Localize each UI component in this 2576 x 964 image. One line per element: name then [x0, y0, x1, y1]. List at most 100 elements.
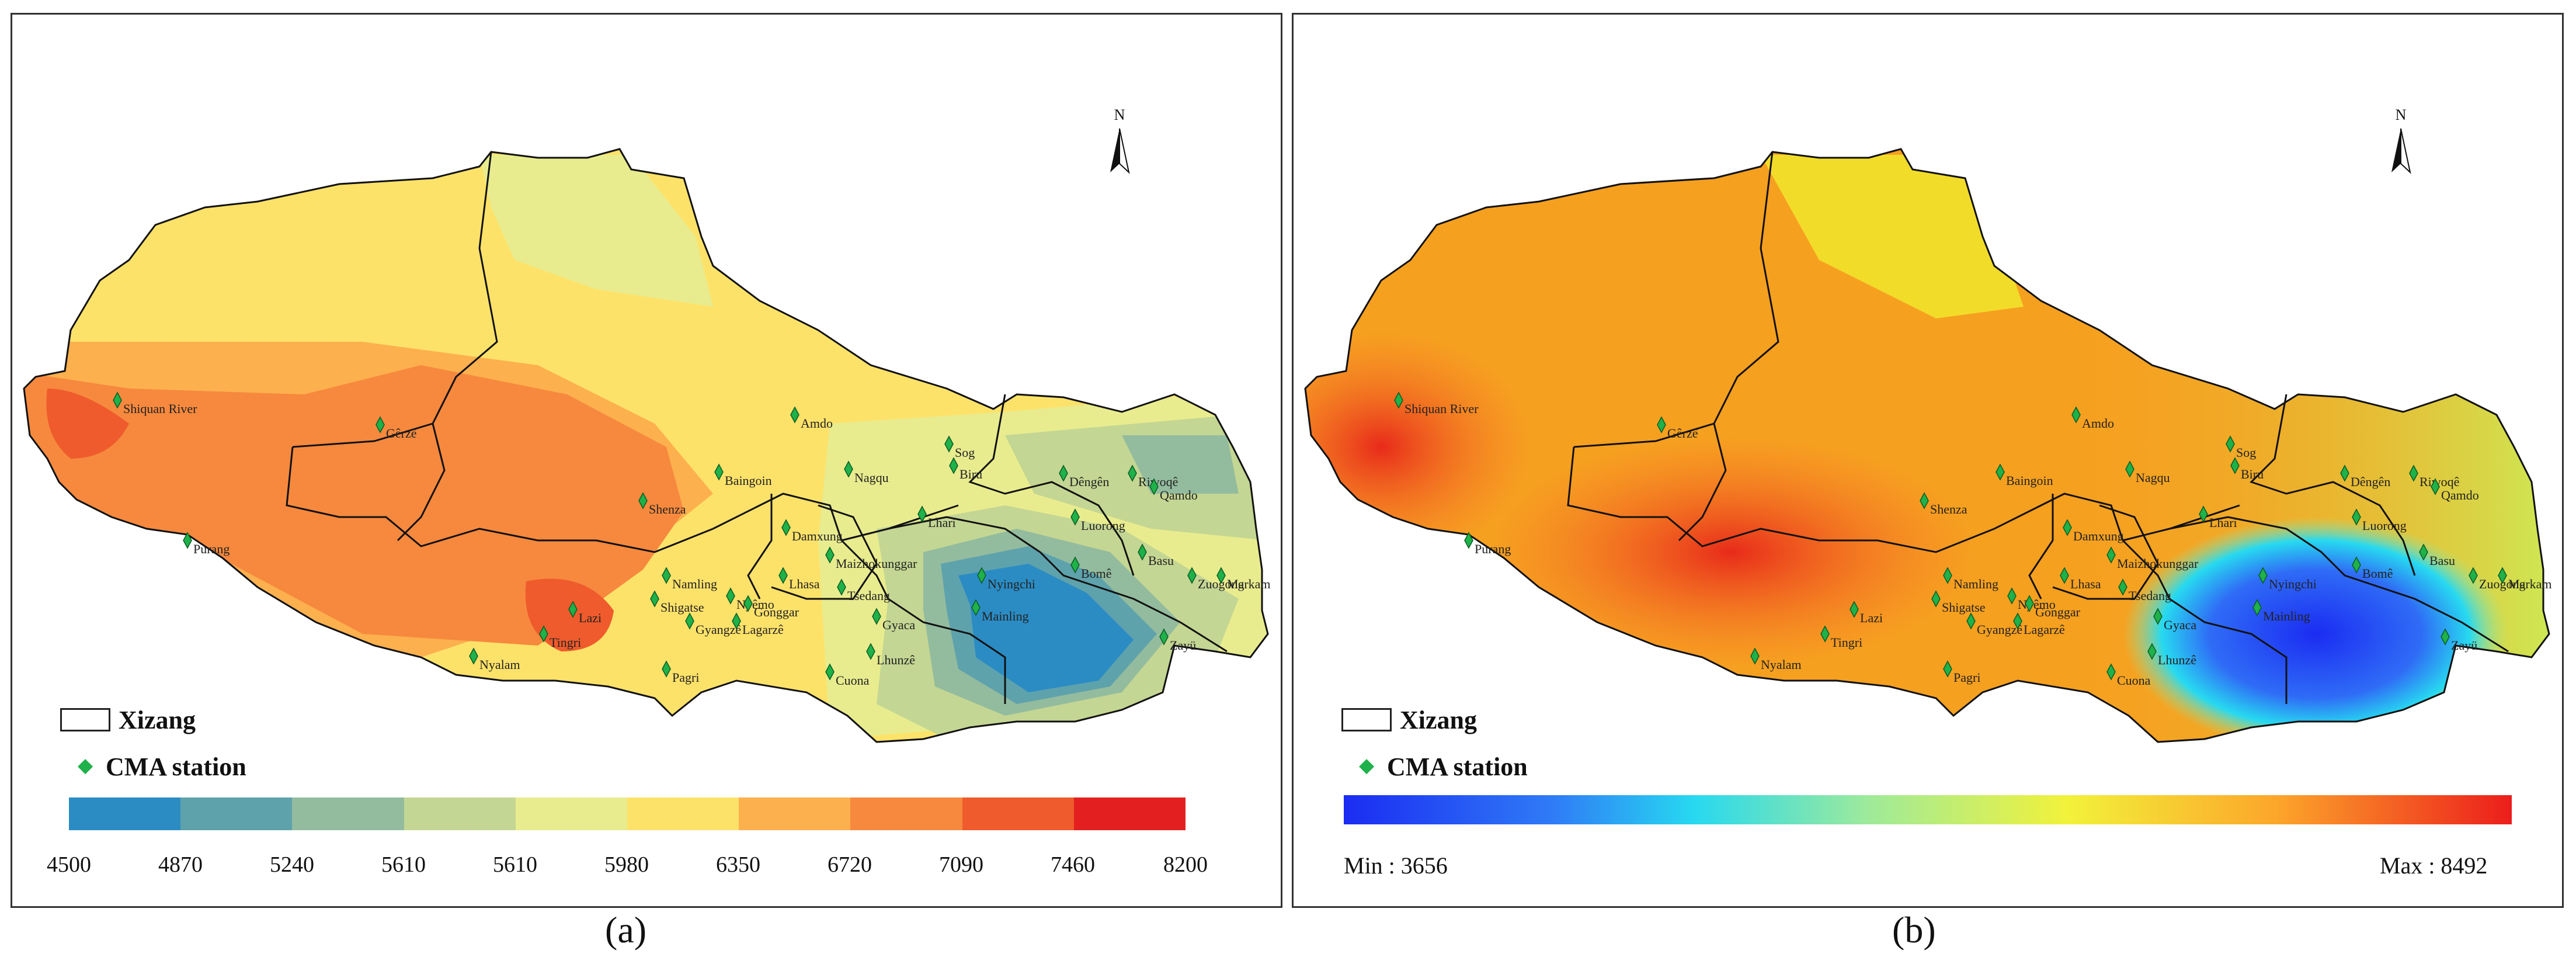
station-label-b-9: Baingoin [2006, 473, 2053, 488]
station-marker-b-3 [2226, 435, 2235, 453]
region-legend-swatch [60, 708, 110, 731]
station-label-b-28: Gyangzê [1977, 622, 2022, 637]
station-marker-a-2 [790, 406, 799, 424]
station-label-a-6: Dêngên [1069, 474, 1109, 489]
prefecture-boundaries-a [286, 151, 1228, 704]
station-legend-icon: ◆ [1359, 755, 1375, 776]
station-label-b-6: Dêngên [2351, 474, 2390, 489]
station-marker-b-17 [2352, 556, 2361, 574]
station-label-a-19: Markam [1227, 577, 1271, 591]
station-marker-a-34 [469, 647, 478, 665]
colorbar-class-0 [69, 797, 181, 830]
colorbar-tick-2: 5240 [270, 852, 314, 877]
station-marker-b-20 [1943, 567, 1952, 584]
station-label-a-26: Gonggar [754, 605, 799, 619]
colorbar-tick-5: 5980 [604, 852, 649, 877]
station-legend-label: CMA station [106, 753, 246, 781]
station-label-b-16: Basu [2429, 553, 2455, 568]
station-label-a-15: Maizhokunggar [836, 556, 917, 571]
station-marker-b-24 [2007, 587, 2017, 605]
station-label-a-8: Nagqu [854, 470, 889, 485]
station-label-b-35: Pagri [1953, 670, 1980, 685]
station-marker-b-23 [2258, 567, 2268, 584]
station-marker-b-8 [2125, 460, 2135, 478]
station-label-b-10: Shenza [1930, 502, 1967, 516]
station-label-a-27: Lazi [579, 611, 602, 625]
station-label-b-12: Damxung [2073, 529, 2124, 543]
station-marker-a-6 [1059, 464, 1068, 482]
station-marker-a-28 [685, 612, 694, 630]
station-marker-a-4 [949, 457, 958, 474]
colorbar-b [1344, 795, 2512, 824]
station-label-a-1: Gêrzê [386, 426, 417, 441]
station-marker-b-7 [2431, 478, 2440, 495]
colorbar-class-3 [404, 797, 516, 830]
station-marker-b-21 [2060, 567, 2069, 584]
station-marker-a-25 [650, 590, 659, 608]
station-label-b-11: Purang [1475, 542, 1511, 556]
station-marker-a-20 [662, 567, 671, 584]
station-label-a-14: Luorong [1081, 518, 1125, 533]
station-label-a-21: Lhasa [789, 577, 820, 591]
station-label-b-8: Nagqu [2136, 470, 2170, 485]
station-marker-b-30 [2153, 608, 2163, 625]
station-label-a-25: Shigatse [660, 600, 704, 615]
colorbar-max-label: Max : 8492 [2380, 852, 2488, 879]
station-marker-a-26 [743, 595, 753, 612]
station-label-a-23: Nyingchi [988, 577, 1035, 591]
station-label-a-2: Amdo [801, 416, 833, 431]
station-label-b-37: Cuona [2117, 673, 2151, 688]
colorbar-class-7 [850, 797, 962, 830]
colorbar-tick-0: 4500 [47, 852, 91, 877]
station-label-b-36: Lhunzê [2158, 653, 2196, 667]
colorbar-tick-7: 6720 [828, 852, 872, 877]
station-label-a-7: Qamdo [1160, 488, 1198, 502]
colorbar-class-1 [180, 797, 293, 830]
station-label-b-21: Lhasa [2070, 577, 2101, 591]
station-label-a-17: Bomê [1081, 566, 1112, 581]
station-label-b-19: Markam [2508, 577, 2552, 591]
station-label-a-28: Gyangzê [696, 622, 741, 637]
colorbar-class-4 [515, 797, 628, 830]
station-label-a-0: Shiquan River [123, 401, 197, 416]
colorbar-tick-10: 8200 [1163, 852, 1208, 877]
station-marker-a-21 [778, 567, 788, 584]
station-label-b-17: Bomê [2362, 566, 2393, 581]
station-marker-b-2 [2071, 406, 2081, 424]
station-label-b-29: Lagarzê [2024, 622, 2065, 637]
colorbar-tick-1: 4870 [158, 852, 203, 877]
station-label-a-31: Mainling [982, 609, 1029, 623]
station-marker-b-31 [2252, 599, 2262, 616]
station-marker-b-28 [1966, 612, 1976, 630]
station-label-a-13: Lhari [928, 515, 956, 530]
station-label-b-24: Nyêmo [2018, 597, 2056, 612]
station-marker-b-27 [1850, 601, 1859, 618]
station-label-b-1: Gêrzê [1667, 426, 1698, 441]
interpolated-map-a: N Shiquan RiverGêrzêAmdoSogBiruRiwoqêDên… [23, 106, 1271, 743]
colorbar-class-2 [292, 797, 404, 830]
station-marker-b-22 [2118, 578, 2127, 596]
station-marker-a-12 [781, 519, 791, 536]
station-label-b-22: Tsedang [2129, 588, 2171, 603]
station-label-b-0: Shiquan River [1405, 401, 1479, 416]
station-label-a-3: Sog [955, 445, 975, 460]
north-arrow-a: N [1110, 106, 1130, 174]
colorbar-tick-9: 7460 [1051, 852, 1095, 877]
north-arrow-b: N [2391, 106, 2411, 174]
station-label-b-14: Luorong [2362, 518, 2407, 533]
raster-map-b: N Shiquan RiverGêrzêAmdoSogBiruRiwoqêDên… [1304, 106, 2552, 743]
station-marker-a-29 [732, 612, 741, 630]
station-marker-a-27 [568, 601, 578, 618]
colorbar-class-9 [1073, 797, 1186, 830]
colorbar-min-label: Min : 3656 [1344, 852, 1448, 879]
station-marker-a-19 [1216, 567, 1226, 584]
station-marker-a-18 [1187, 567, 1197, 584]
station-marker-b-0 [1394, 391, 1403, 409]
station-label-b-3: Sog [2236, 445, 2256, 460]
map-panel-a: N Shiquan River Gêrzê Amdo Sog Biru Riwoqê Dên… [11, 13, 1282, 908]
station-marker-a-23 [977, 567, 986, 584]
station-marker-a-24 [726, 587, 735, 605]
station-label-b-26: Gonggar [2035, 605, 2081, 619]
station-label-a-22: Tsedang [847, 588, 890, 603]
region-legend-swatch [1341, 708, 1392, 731]
